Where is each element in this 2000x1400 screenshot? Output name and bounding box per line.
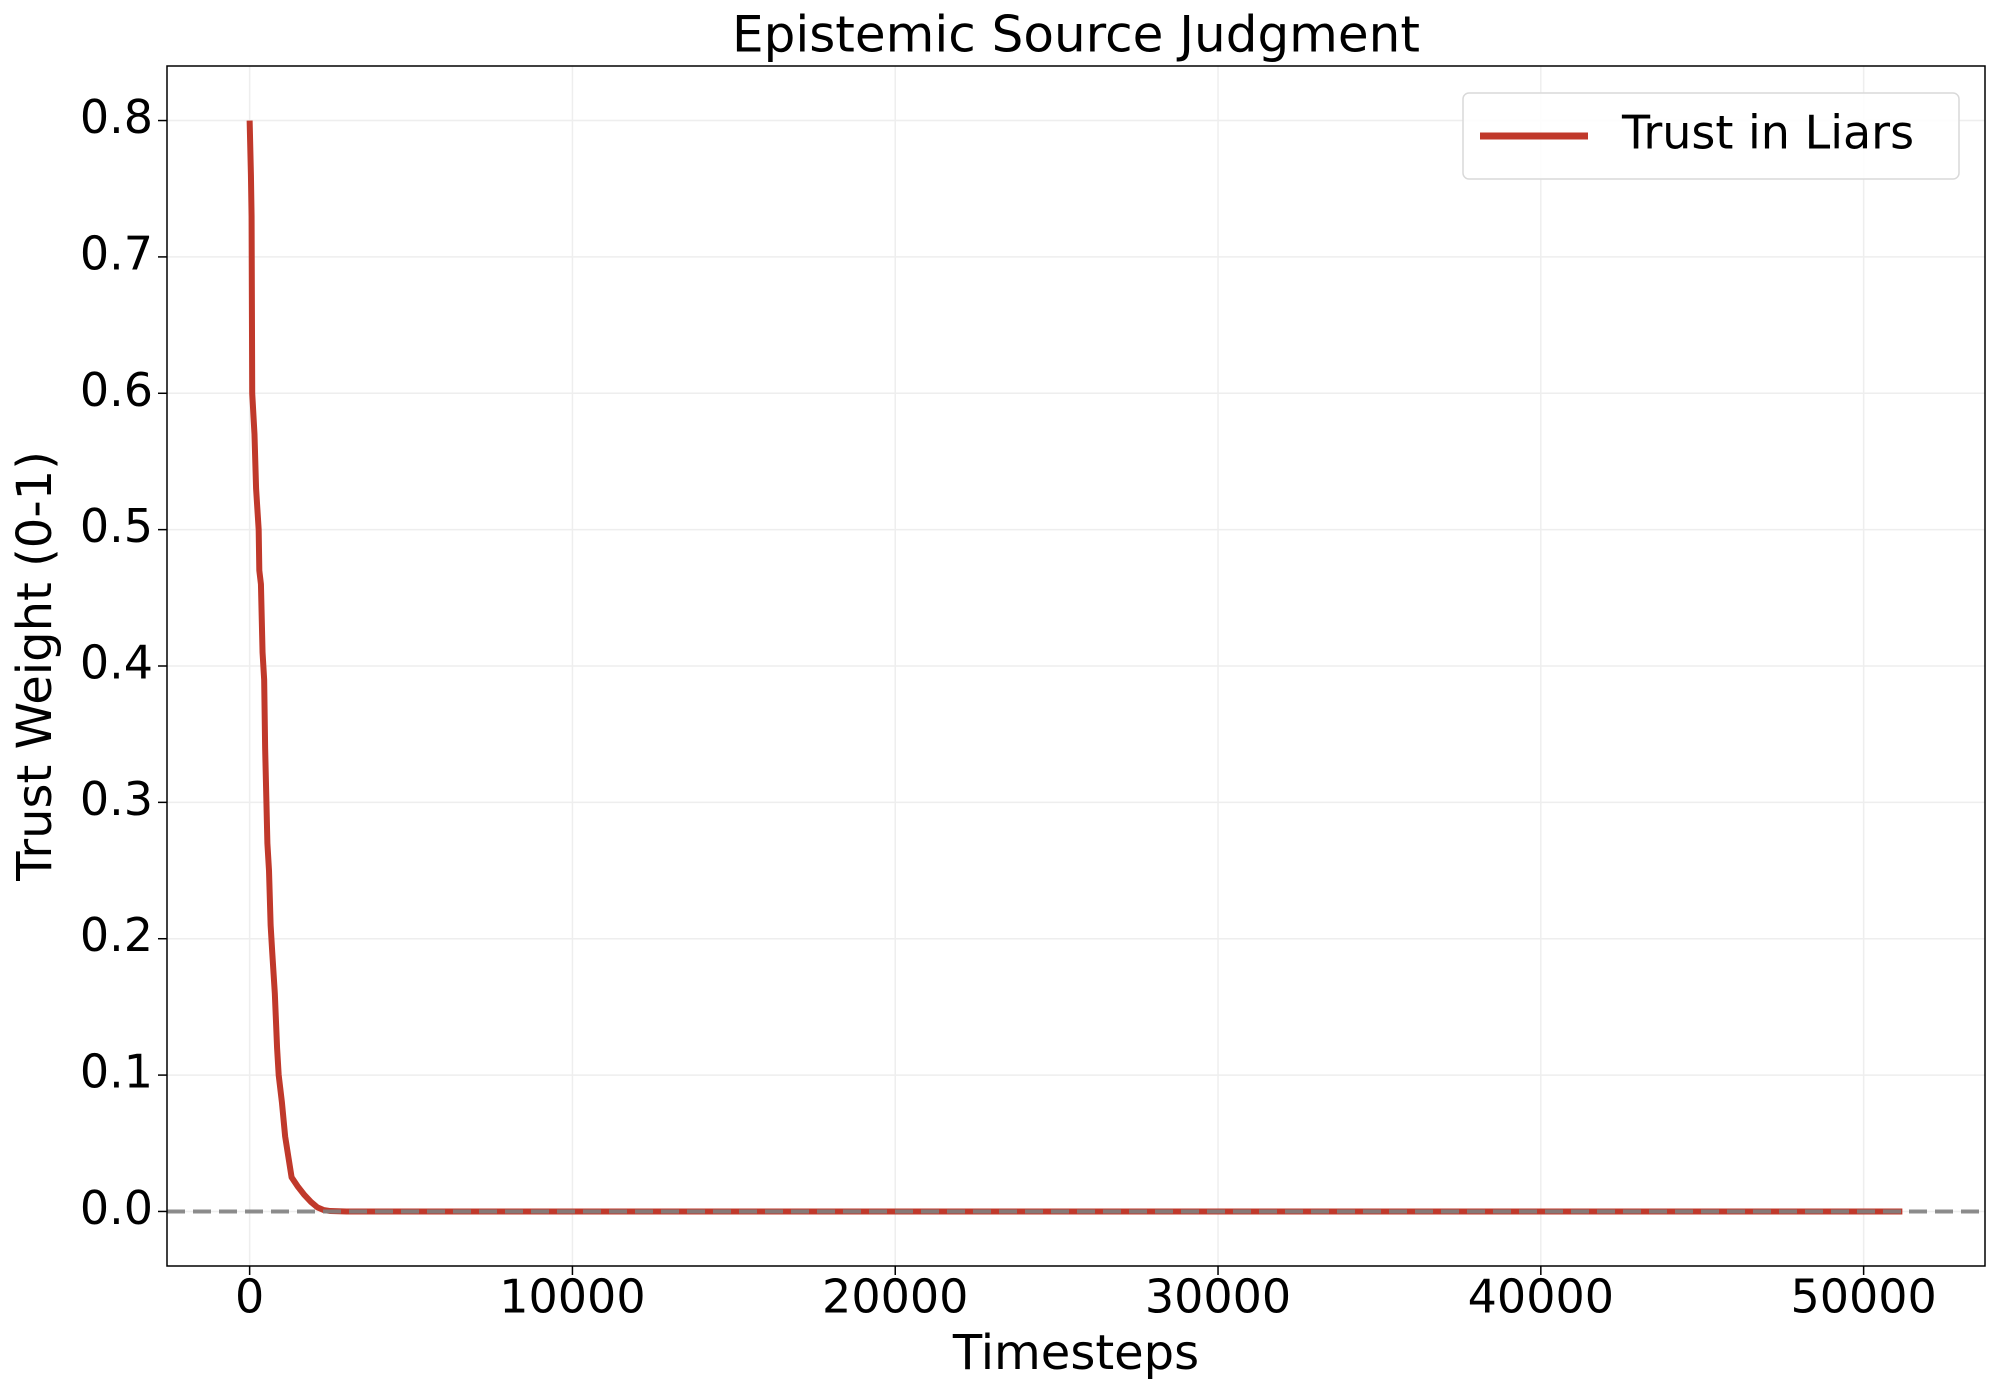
y-tick-label: 0.3 [80,772,153,826]
chart-title: Epistemic Source Judgment [732,6,1420,64]
x-tick-label: 20000 [822,1270,968,1324]
y-tick-label: 0.1 [80,1045,153,1099]
y-tick-label: 0.2 [80,908,153,962]
plot-frame [166,65,1986,1267]
line-series [246,120,1903,1215]
x-tick-label: 40000 [1468,1270,1614,1324]
y-tick-label: 0.7 [80,226,153,280]
y-tick-label: 0.0 [80,1181,153,1235]
y-tick-label: 0.6 [80,363,153,417]
x-tick-label: 10000 [499,1270,645,1324]
y-tick-label: 0.4 [80,636,153,690]
x-tick-label: 50000 [1790,1270,1936,1324]
x-tick-label: 0 [235,1270,264,1324]
legend-box [1462,92,1960,180]
x-axis-label: Timesteps [952,1325,1199,1381]
x-tick-label: 30000 [1145,1270,1291,1324]
y-tick-label: 0.5 [80,499,153,553]
y-tick-label: 0.8 [80,90,153,144]
y-axis-label: Trust Weight (0-1) [7,451,63,882]
legend-label: Trust in Liars [1621,106,1914,160]
